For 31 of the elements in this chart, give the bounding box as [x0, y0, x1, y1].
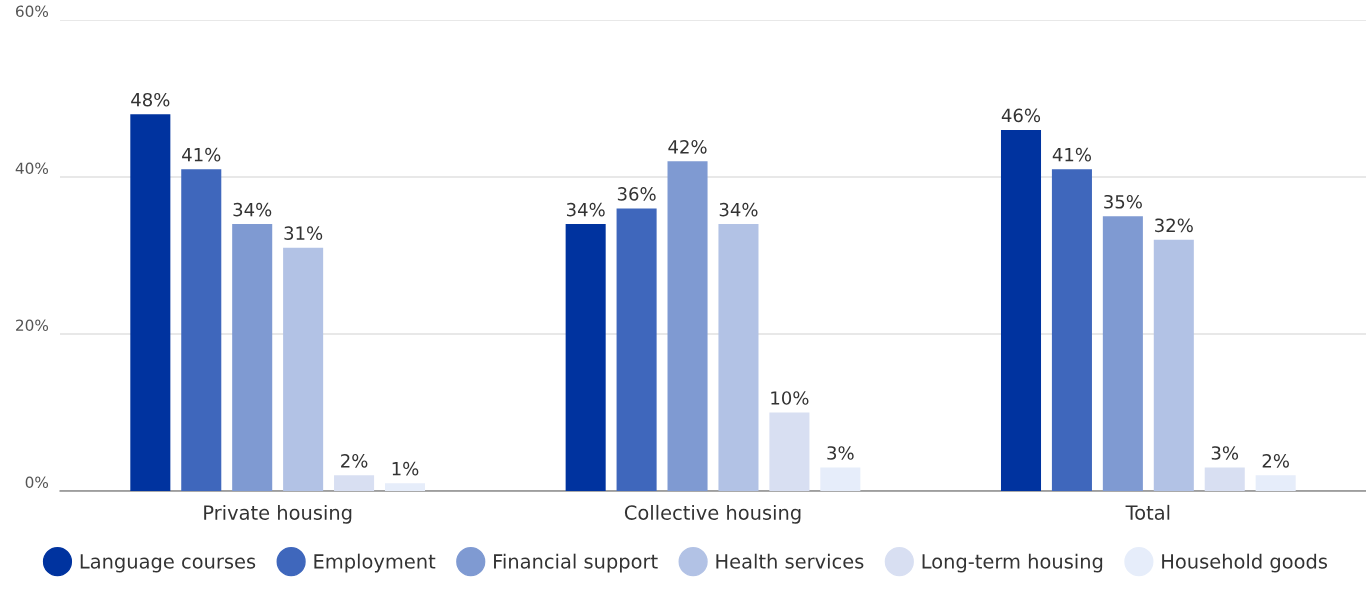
legend-label: Health services [716, 553, 864, 569]
data-label: 35% [1104, 194, 1142, 209]
data-label: 34% [719, 202, 758, 217]
data-label: 36% [617, 187, 656, 201]
data-label: 34% [566, 202, 605, 217]
legend-label: Language courses [80, 554, 256, 573]
x-tick-label: Total [1125, 504, 1170, 520]
legend-label: Employment [314, 553, 436, 573]
data-label: 1% [392, 461, 419, 476]
x-tick-label: Private housing [204, 504, 352, 524]
data-label: 41% [182, 147, 221, 162]
x-tick-label: Collective housing [624, 504, 801, 524]
data-label: 41% [1052, 147, 1091, 162]
data-label: 32% [1155, 218, 1193, 233]
y-tick-label: 40% [15, 162, 49, 175]
data-label: 2% [341, 453, 368, 468]
y-tick-label: 0% [25, 476, 49, 489]
legend-label: Long-term housing [922, 553, 1103, 573]
legend-label: Household goods [1162, 553, 1328, 573]
y-tick-label: 60% [16, 5, 49, 18]
data-label: 3% [1211, 446, 1239, 460]
data-label: 34% [233, 202, 272, 217]
data-label: 48% [131, 92, 170, 107]
y-tick-label: 20% [16, 319, 49, 332]
data-label: 46% [1001, 108, 1041, 123]
data-label: 3% [827, 446, 854, 460]
legend-label: Financial support [494, 553, 658, 573]
data-label: 31% [284, 226, 323, 240]
data-label: 2% [1262, 453, 1289, 468]
data-label: 42% [668, 139, 707, 154]
data-label: 10% [771, 391, 809, 405]
